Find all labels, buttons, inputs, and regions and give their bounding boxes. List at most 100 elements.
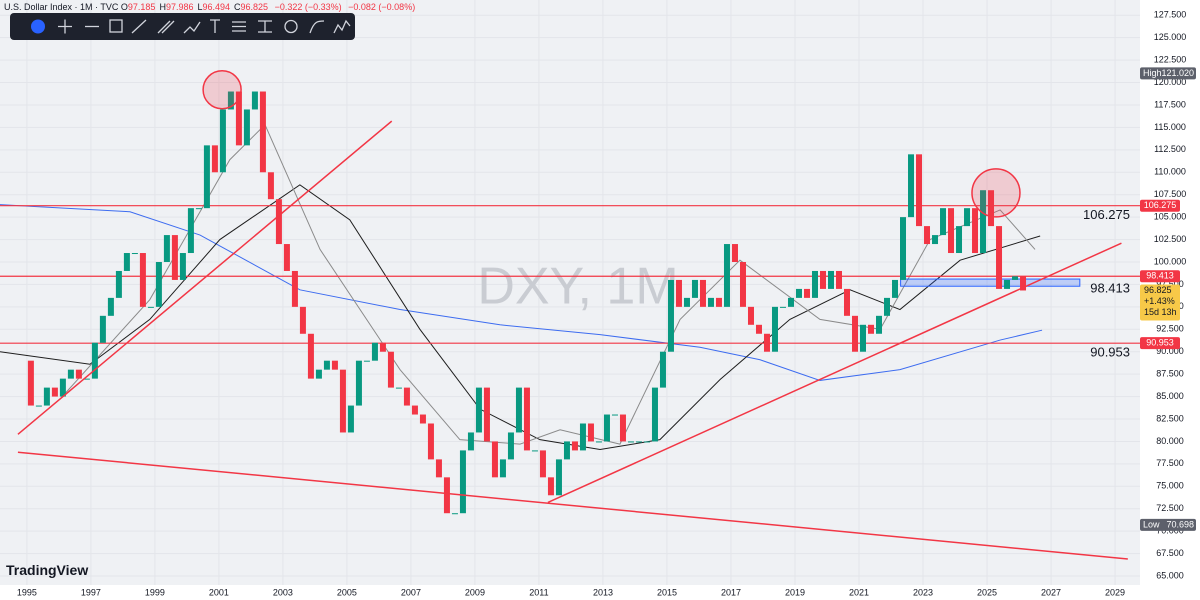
candle-body: [659, 351, 666, 388]
x-tick-label: 2013: [593, 587, 613, 597]
candle-body: [771, 306, 778, 352]
trend-line: [17, 451, 1128, 560]
candle-body: [251, 91, 258, 110]
x-tick-label: 2007: [401, 587, 421, 597]
candle-body: [139, 253, 146, 307]
watermark: DXY, 1M: [477, 258, 678, 316]
y-tick-label: 107.500: [1154, 189, 1187, 199]
y-tick-label: 65.000: [1156, 570, 1184, 580]
y-tick-label: 77.500: [1156, 458, 1184, 468]
candle-body: [331, 360, 338, 370]
low-value: 70.698: [1166, 519, 1194, 529]
candle-body: [467, 432, 474, 451]
candle-body: [59, 378, 66, 397]
candle-body: [523, 387, 530, 451]
rect-icon[interactable]: [109, 19, 123, 33]
level-tag-label: 106.275: [1144, 200, 1177, 210]
level-label: 98.413: [1090, 281, 1130, 296]
candle-body: [996, 226, 1003, 289]
high-name: High: [1143, 68, 1162, 78]
drawing-toolbar[interactable]: [10, 13, 355, 40]
candle-body: [155, 261, 162, 307]
candle-body: [379, 342, 386, 352]
candle-body: [739, 261, 746, 307]
candle-body: [876, 315, 883, 334]
ohlc-value: 96.494: [202, 2, 231, 12]
candle-body: [35, 405, 42, 407]
fib-icon[interactable]: [232, 21, 246, 32]
measure-icon[interactable]: [258, 20, 272, 33]
path-icon[interactable]: [183, 21, 201, 34]
cursor-icon[interactable]: [31, 19, 45, 34]
candle-body: [307, 333, 314, 379]
candle-body: [315, 369, 322, 379]
text-icon[interactable]: [210, 19, 220, 33]
change-2: −0.082 (−0.08%): [348, 2, 416, 12]
candle-body: [203, 145, 210, 209]
last-price: 96.825: [1144, 285, 1172, 295]
candle-body: [371, 342, 378, 361]
candle-body: [387, 351, 394, 388]
candle-body: [419, 414, 426, 424]
candle-body: [163, 235, 170, 262]
y-tick-label: 75.000: [1156, 481, 1184, 491]
candle-body: [787, 297, 794, 307]
candle-body: [723, 244, 730, 307]
y-tick-label: 110.000: [1154, 167, 1186, 177]
y-tick-label: 115.000: [1154, 122, 1186, 132]
candle-body: [731, 244, 738, 262]
highlight-circle: [202, 69, 242, 110]
candle-body: [555, 459, 562, 496]
candle-body: [427, 423, 434, 460]
brush-icon[interactable]: [309, 20, 325, 34]
y-tick-label: 92.500: [1156, 324, 1184, 334]
candle-body: [940, 208, 947, 236]
candle-body: [795, 288, 802, 298]
candle-body: [395, 387, 402, 389]
level-label: 106.275: [1083, 207, 1130, 222]
candle-body: [483, 387, 490, 442]
plot-bg: [0, 0, 1140, 585]
candle-body: [900, 217, 907, 280]
legend: U.S. Dollar Index · 1M · TVC O97.185 H97.…: [4, 2, 419, 12]
candle-body: [1012, 276, 1019, 280]
candle-body: [956, 226, 963, 254]
candle-body: [835, 270, 842, 289]
ohlc-value: 97.986: [165, 2, 194, 12]
low-name: Low: [1143, 519, 1160, 529]
candle-body: [643, 441, 650, 443]
candle-body: [691, 279, 698, 298]
channel-icon[interactable]: [157, 20, 175, 34]
y-tick-label: 97.500: [1156, 279, 1184, 289]
candle-body: [635, 441, 642, 443]
candle-body: [411, 405, 418, 415]
x-tick-label: 2023: [913, 587, 933, 597]
ohlc-value: 96.825: [240, 2, 269, 12]
candle-body: [860, 324, 867, 352]
trend-icon[interactable]: [131, 19, 147, 34]
crosshair-icon[interactable]: [58, 19, 72, 34]
candle-body: [275, 199, 282, 245]
candle-body: [819, 270, 826, 289]
ohlc-key: C: [234, 2, 241, 12]
low-tag: [1140, 518, 1196, 531]
candle-body: [515, 387, 522, 433]
candle-body: [868, 324, 875, 334]
y-tick-label: 117.500: [1154, 99, 1186, 109]
y-tick-label: 82.500: [1156, 413, 1184, 423]
pattern-icon[interactable]: [333, 19, 351, 34]
shape-icon[interactable]: [284, 19, 298, 34]
moving-average: [0, 204, 1043, 381]
candle-body: [147, 306, 154, 308]
x-tick-label: 2011: [529, 587, 548, 597]
candle-body: [75, 369, 82, 379]
candle-body: [227, 91, 234, 110]
ohlc-key: O: [120, 2, 128, 12]
candle-body: [980, 190, 987, 254]
y-tick-label: 80.000: [1156, 436, 1184, 446]
trend-line: [17, 120, 393, 435]
candle-body: [459, 450, 466, 514]
candle-body: [83, 378, 90, 380]
candle-body: [579, 423, 586, 451]
y-tick-label: 87.500: [1156, 369, 1184, 379]
